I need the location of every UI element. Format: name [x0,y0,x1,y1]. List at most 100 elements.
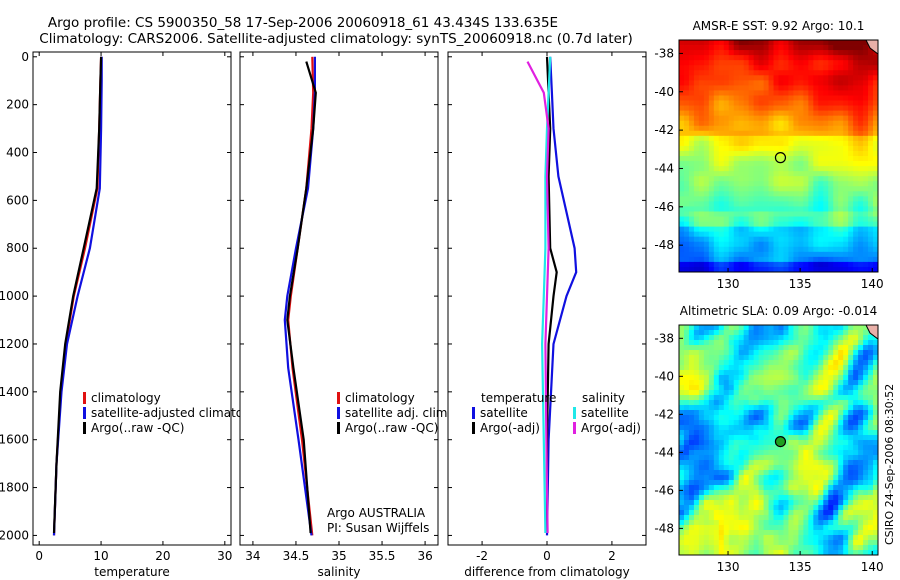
heatmap-cell [793,75,799,81]
heatmap-cell [838,500,844,506]
heatmap-cell [833,490,839,496]
heatmap-cell [798,75,804,81]
heatmap-cell [863,340,869,346]
map-title: AMSR-E SST: 9.92 Argo: 10.1 [693,19,865,33]
heatmap-cell [718,166,725,172]
heatmap-cell [818,380,824,386]
heatmap-cell [738,70,745,76]
heatmap-cell [688,171,695,177]
heatmap-cell [818,85,824,91]
heatmap-cell [833,40,839,46]
heatmap-cell [738,380,745,386]
heatmap-cell [708,510,715,516]
heatmap-cell [788,520,794,526]
heatmap-cell [703,120,710,127]
heatmap-cell [838,350,844,356]
heatmap-cell [818,241,824,248]
heatmap-cell [863,246,869,253]
heatmap-cell [693,380,700,386]
series-line [52,56,103,534]
heatmap-cell [763,540,769,546]
heatmap-cell [753,410,760,416]
heatmap-cell [698,335,705,341]
heatmap-cell [808,515,814,521]
heatmap-cell [808,100,814,106]
heatmap-cell [733,500,740,506]
heatmap-cell [683,525,690,531]
heatmap-cell [758,345,764,351]
heatmap-cell [723,156,730,162]
heatmap-cell [868,360,874,366]
heatmap-cell [783,485,789,491]
heatmap-cell [793,130,799,137]
heatmap-cell [818,465,824,471]
heatmap-cell [728,440,735,446]
heatmap-cell [679,130,685,137]
heatmap-cell [728,460,735,466]
heatmap-cell [758,115,764,122]
heatmap-cell [753,435,760,441]
heatmap-cell [838,375,844,381]
heatmap-cell [693,50,700,56]
heatmap-cell [788,186,794,192]
heatmap-cell [773,330,779,336]
heatmap-cell [798,420,804,426]
heatmap-cell [823,470,829,476]
heatmap-cell [828,201,834,207]
heatmap-cell [679,515,685,521]
heatmap-cell [803,430,809,436]
heatmap-cell [773,70,779,76]
heatmap-cell [868,171,874,177]
heatmap-cell [838,181,844,187]
heatmap-cell [853,330,859,336]
heatmap-cell [843,115,849,122]
heatmap-cell [758,455,764,461]
heatmap-cell [843,525,849,531]
heatmap-cell [838,241,844,248]
legend-label: climatology [91,391,161,405]
heatmap-cell [828,156,834,162]
heatmap-cell [698,115,705,122]
heatmap-cell [778,325,784,331]
heatmap-cell [783,545,789,551]
heatmap-cell [733,440,740,446]
heatmap-cell [748,365,755,371]
heatmap-cell [753,355,760,361]
heatmap-cell [818,325,824,331]
heatmap-cell [848,246,854,253]
heatmap-cell [873,540,879,546]
heatmap-cell [843,201,849,207]
heatmap-cell [679,405,685,411]
heatmap-cell [718,545,725,551]
heatmap-cell [848,211,854,217]
heatmap-cell [793,221,799,228]
heatmap-cell [708,120,715,127]
heatmap-cell [778,415,784,421]
heatmap-cell [683,550,690,556]
heatmap-cell [853,256,859,263]
heatmap-cell [703,80,710,86]
heatmap-cell [708,266,715,273]
heatmap-cell [853,470,859,476]
heatmap-cell [753,261,760,268]
heatmap-cell [758,176,764,182]
heatmap-cell [713,115,720,122]
heatmap-cell [803,450,809,456]
heatmap-cell [763,105,769,112]
heatmap-cell [758,480,764,486]
heatmap-cell [768,135,774,142]
heatmap-cell [848,120,854,127]
heatmap-cell [758,191,764,197]
heatmap-cell [743,465,750,471]
heatmap-cell [718,251,725,258]
heatmap-cell [753,490,760,496]
heatmap-cell [838,330,844,336]
heatmap-cell [798,470,804,476]
heatmap-cell [693,95,700,101]
heatmap-cell [728,166,735,172]
heatmap-cell [703,40,710,46]
heatmap-cell [783,125,789,132]
heatmap-cell [848,335,854,341]
heatmap-cell [818,435,824,441]
heatmap-cell [808,266,814,273]
